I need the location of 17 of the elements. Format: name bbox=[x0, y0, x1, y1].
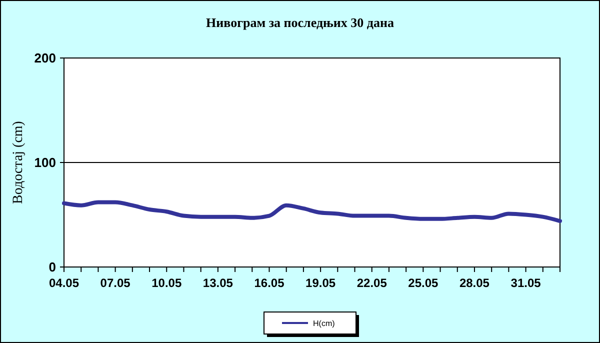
x-tick-label: 25.05 bbox=[408, 276, 439, 290]
x-tick-label: 28.05 bbox=[459, 276, 490, 290]
legend-label: H(cm) bbox=[313, 318, 336, 328]
y-axis-title: Водостај (cm) bbox=[11, 120, 26, 204]
x-tick-label: 19.05 bbox=[306, 276, 336, 290]
chart-title: Нивограм за последњих 30 дана bbox=[206, 15, 394, 30]
x-tick-label: 13.05 bbox=[202, 276, 234, 290]
x-tick-label: 31.05 bbox=[510, 276, 542, 290]
y-tick-label: 0 bbox=[48, 260, 56, 275]
line-series bbox=[62, 200, 562, 224]
x-tick-label: 10.05 bbox=[152, 276, 182, 290]
x-tick-label: 04.05 bbox=[48, 276, 80, 290]
x-tick-label: 07.05 bbox=[100, 276, 131, 290]
y-tick-label: 200 bbox=[34, 50, 56, 66]
y-tick-label: 100 bbox=[34, 155, 56, 170]
x-tick-label: 22.05 bbox=[356, 276, 388, 290]
x-tick-label: 16.05 bbox=[254, 276, 285, 290]
